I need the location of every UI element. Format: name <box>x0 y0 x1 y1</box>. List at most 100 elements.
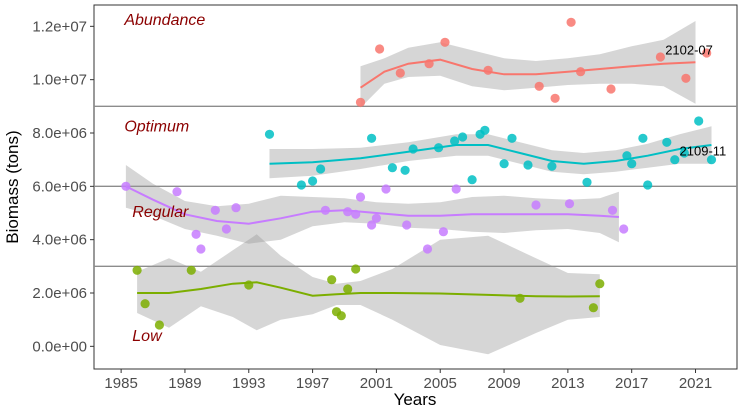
data-point <box>375 44 385 54</box>
data-point <box>140 299 150 309</box>
y-tick-label: 0.0e+00 <box>32 338 87 355</box>
x-tick-label: 2005 <box>424 375 457 392</box>
data-point <box>458 132 468 142</box>
data-point <box>681 73 691 83</box>
data-point <box>450 136 460 146</box>
band-label: Low <box>132 328 163 345</box>
data-point <box>121 181 131 191</box>
data-point <box>367 220 377 230</box>
data-point <box>351 209 361 219</box>
y-tick-label: 1.0e+07 <box>32 72 87 89</box>
confidence-band <box>269 126 712 179</box>
data-point <box>467 175 477 185</box>
data-point <box>191 229 201 239</box>
y-tick-label: 1.2e+07 <box>32 18 87 35</box>
data-point <box>196 244 206 254</box>
data-point <box>576 67 586 77</box>
data-point <box>381 184 391 194</box>
x-axis: 1985 1989 1993 1997 2001 2005 2009 2013 2017 2021 <box>104 369 712 392</box>
data-point <box>231 203 241 213</box>
data-point <box>316 164 326 174</box>
x-tick-label: 1997 <box>296 375 329 392</box>
annotation-label: 2109-11 <box>680 144 727 159</box>
data-point <box>582 177 592 187</box>
data-point <box>395 68 405 78</box>
data-point <box>308 176 318 186</box>
data-point <box>351 264 361 274</box>
threshold-lines <box>94 105 737 267</box>
data-point <box>355 192 366 202</box>
x-tick-label: 2009 <box>487 375 520 392</box>
band-label: Abundance <box>123 12 205 29</box>
x-tick-label: 2013 <box>551 375 584 392</box>
data-point <box>480 125 490 135</box>
data-point <box>408 144 418 154</box>
data-point <box>507 133 517 143</box>
y-tick-label: 8.0e+06 <box>32 125 87 142</box>
x-tick-label: 2001 <box>360 375 393 392</box>
data-point <box>643 180 653 190</box>
data-point <box>221 224 231 234</box>
smooth-lines <box>125 58 712 298</box>
data-point <box>515 293 525 303</box>
data-point <box>172 187 182 197</box>
data-point <box>210 205 220 215</box>
y-axis-title: Biomass (tons) <box>3 130 22 243</box>
annotation-label: 2102-07 <box>665 42 713 57</box>
data-point <box>531 200 541 210</box>
data-point <box>550 93 560 103</box>
x-tick-label: 2021 <box>679 375 712 392</box>
data-point <box>547 161 557 171</box>
x-tick-label: 1989 <box>168 375 201 392</box>
band-label: Optimum <box>124 119 189 136</box>
data-point <box>706 155 717 165</box>
data-point <box>132 265 142 275</box>
y-axis: 0.0e+00 2.0e+06 4.0e+06 6.0e+06 8.0e+06 1.0e+… <box>32 18 94 355</box>
smooth-line <box>125 185 619 225</box>
data-point <box>336 311 346 321</box>
data-point <box>655 52 666 62</box>
data-point <box>588 303 599 313</box>
data-point <box>387 163 397 173</box>
data-point <box>595 279 605 289</box>
x-tick-label: 2017 <box>615 375 648 392</box>
y-tick-label: 2.0e+06 <box>32 285 87 302</box>
data-point <box>434 143 444 153</box>
data-point <box>371 213 381 223</box>
data-point <box>564 199 575 209</box>
data-point <box>679 148 689 158</box>
band-label: Regular <box>132 204 189 221</box>
smooth-line <box>359 58 696 89</box>
data-point <box>343 207 353 217</box>
data-point <box>367 133 377 143</box>
data-point <box>619 224 629 234</box>
data-point <box>606 84 616 94</box>
data-point <box>422 244 433 254</box>
data-point <box>400 165 410 175</box>
data-point <box>670 155 680 165</box>
smooth-line <box>269 144 712 165</box>
data-points <box>121 17 717 330</box>
data-point <box>566 17 576 27</box>
x-tick-label: 1985 <box>104 375 137 392</box>
confidence-band <box>360 21 696 108</box>
annotations: 2102-07 2109-11 <box>665 42 726 158</box>
data-point <box>534 81 544 91</box>
data-point <box>638 133 648 143</box>
data-point <box>186 265 196 275</box>
data-point <box>440 37 450 47</box>
data-point <box>244 280 254 290</box>
data-point <box>607 205 618 215</box>
x-tick-label: 1993 <box>232 375 265 392</box>
data-point <box>523 160 533 170</box>
data-point <box>627 159 637 169</box>
data-point <box>483 65 493 75</box>
data-point <box>320 205 330 215</box>
confidence-band <box>137 234 600 355</box>
data-point <box>451 184 461 194</box>
data-point <box>622 151 632 161</box>
y-tick-label: 4.0e+06 <box>32 232 87 249</box>
data-point <box>402 220 412 230</box>
x-axis-title: Years <box>394 390 437 409</box>
